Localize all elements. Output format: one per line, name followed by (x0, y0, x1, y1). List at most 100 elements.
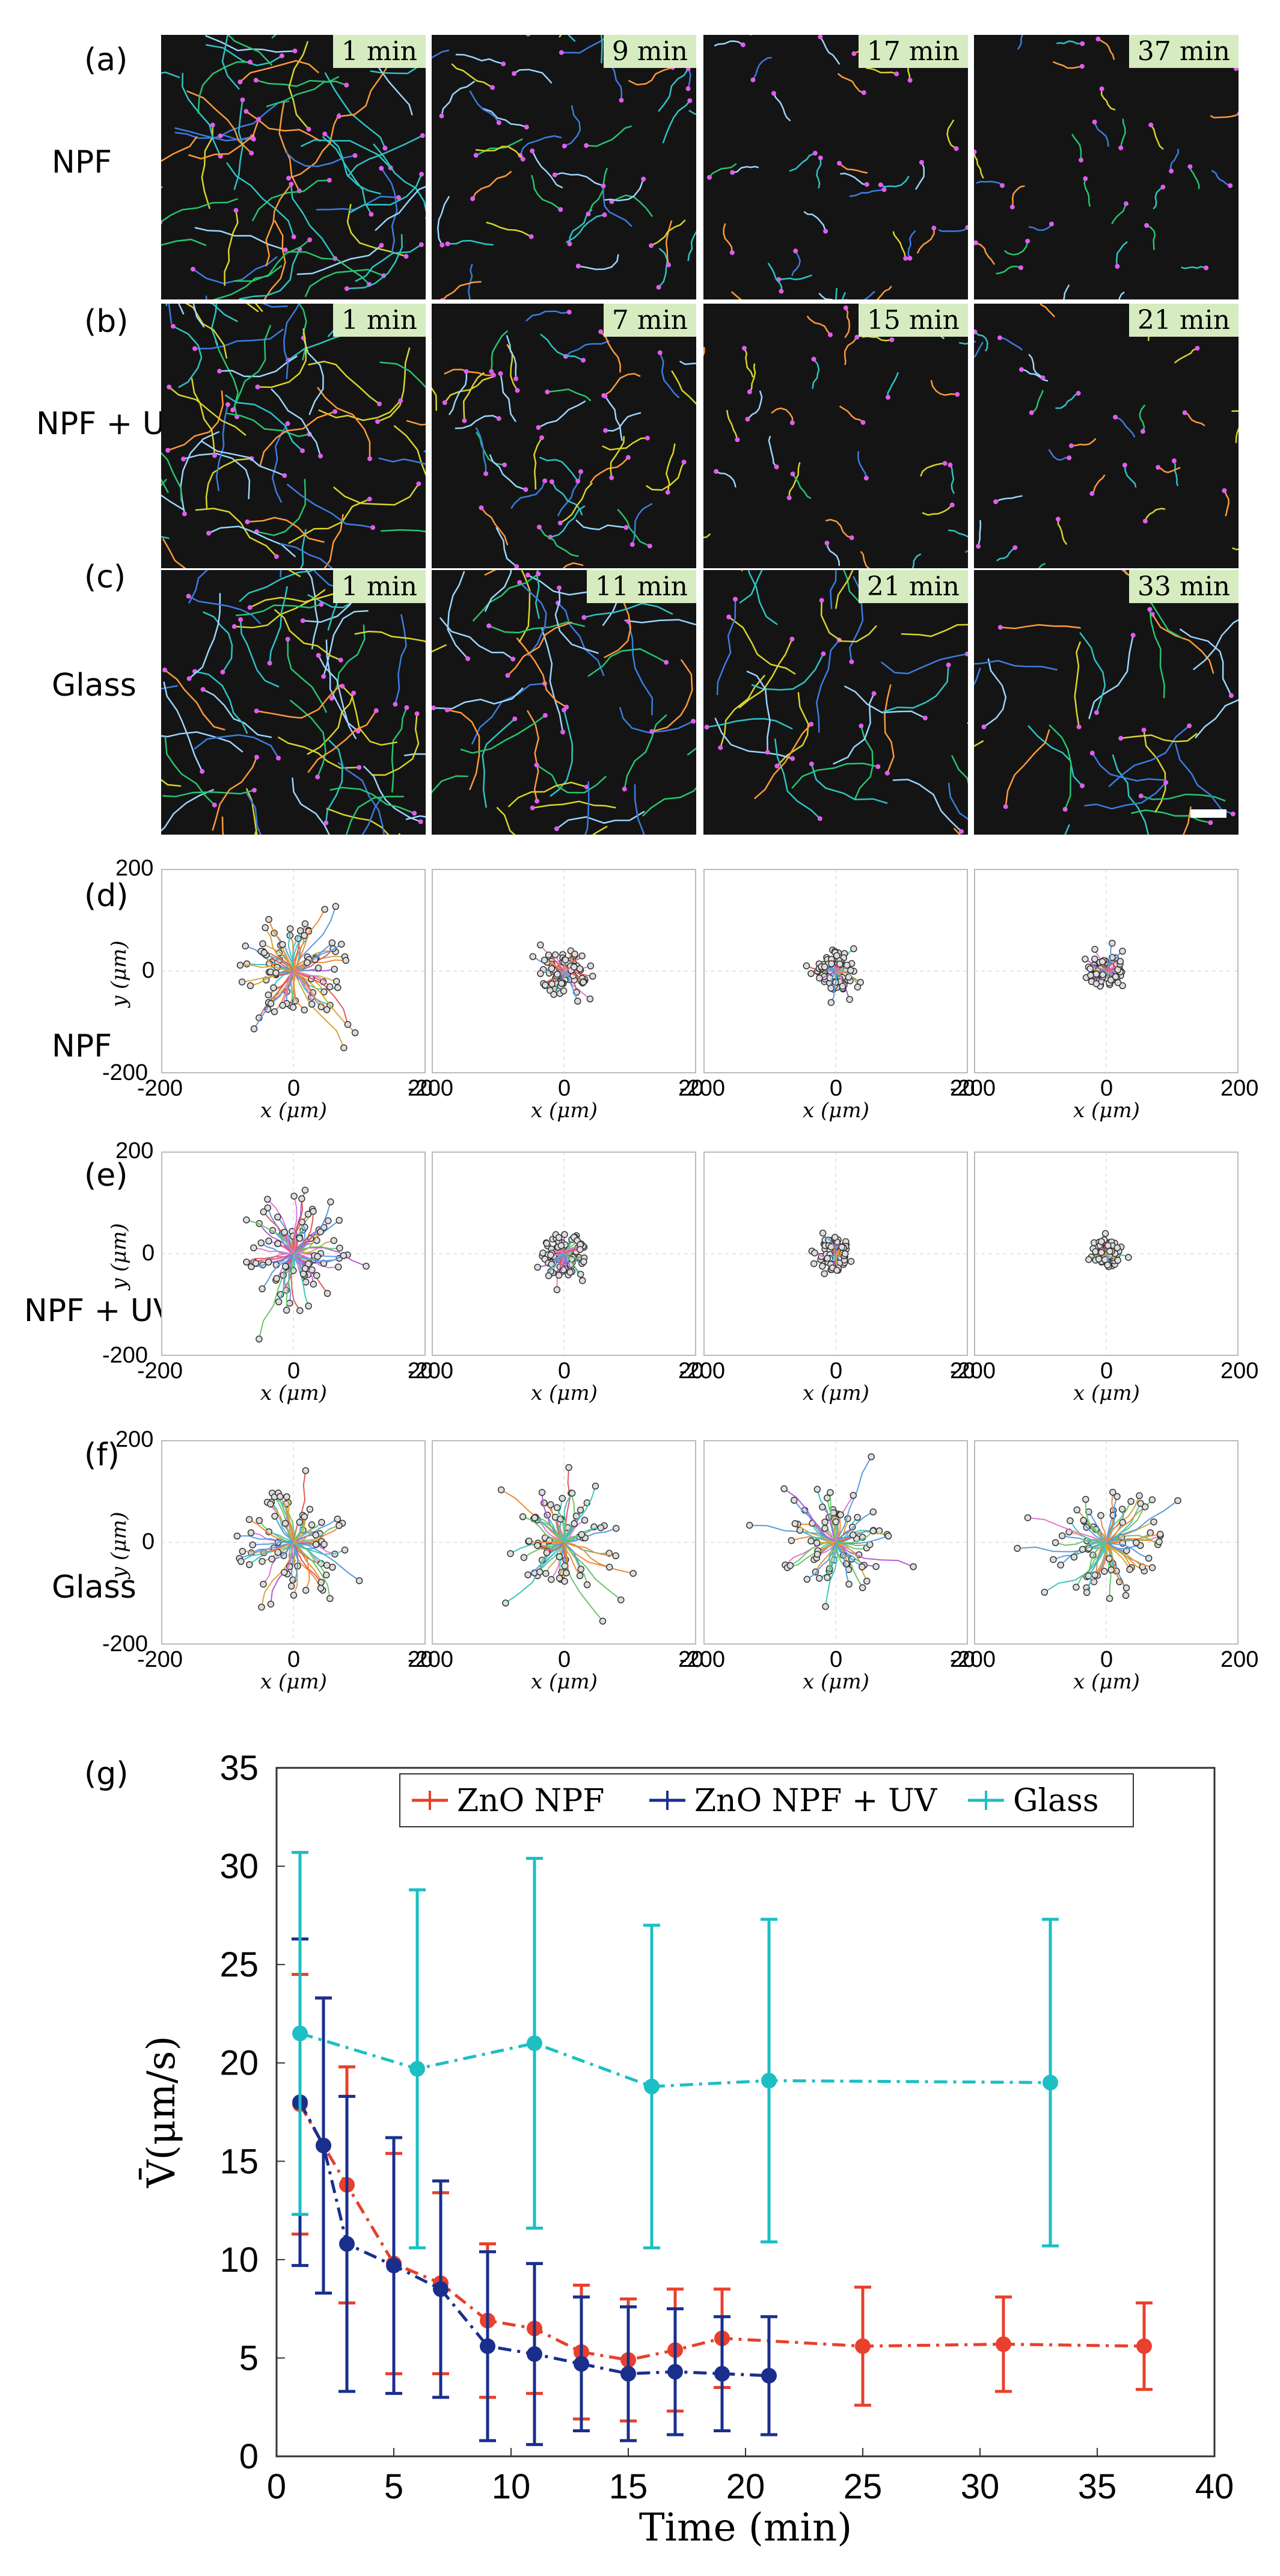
cell-track (1143, 729, 1166, 813)
trajectory-line (1106, 1539, 1160, 1543)
cell-head (186, 593, 191, 599)
cell-track (587, 648, 667, 677)
cell-track (455, 54, 504, 65)
trajectory-end (335, 1216, 343, 1224)
cell-track (536, 764, 607, 794)
cell-track (743, 348, 754, 378)
cell-track (506, 335, 517, 379)
scale-bar (1190, 809, 1226, 818)
trajectory-line (271, 1492, 294, 1543)
cell-head (1025, 239, 1030, 244)
cell-track (361, 797, 383, 835)
cell-track (1118, 291, 1125, 299)
trajectory-end (1106, 1555, 1113, 1562)
y-tick-label: -200 (102, 1631, 149, 1657)
cell-track (857, 451, 868, 479)
cell-head (218, 153, 223, 159)
trajectory-line (835, 1542, 914, 1568)
cell-track (226, 162, 295, 238)
cell-track (603, 179, 645, 201)
micro-panel-b-4: 21 min (974, 304, 1239, 568)
cell-head (554, 826, 559, 832)
trajectory-end (1080, 1516, 1087, 1524)
cell-head (681, 459, 687, 465)
cell-head (539, 435, 545, 440)
micro-panel-b-1: 1 min (161, 304, 426, 568)
cell-head (530, 148, 535, 153)
trajectory-line (556, 1507, 566, 1543)
cell-track (1003, 241, 1029, 256)
cell-track (603, 373, 641, 396)
cell-head (809, 722, 814, 727)
cell-track (469, 90, 500, 123)
trajectory-end (1050, 1556, 1057, 1563)
cell-track (489, 454, 526, 491)
cell-track (623, 714, 667, 790)
trajectory-end (788, 1537, 795, 1544)
trajectory-line (290, 1542, 299, 1587)
cell-track (441, 81, 476, 117)
cell-track (600, 35, 603, 64)
cell-track (791, 762, 878, 789)
data-point (409, 2061, 425, 2077)
cell-track (996, 547, 1016, 562)
cell-head (396, 195, 401, 200)
trajectory-end (1087, 972, 1094, 979)
trajectory-end (1092, 1248, 1099, 1256)
panel-f-label: (f) (84, 1437, 120, 1473)
cell-track (194, 734, 280, 759)
cell-track (1173, 461, 1179, 486)
cell-track (728, 616, 796, 675)
cell-head (243, 109, 249, 114)
cell-track (257, 328, 307, 388)
trajectory-line (818, 1542, 836, 1554)
cell-track (486, 221, 532, 238)
cell-track (224, 394, 303, 452)
trajectory-end (281, 1228, 288, 1236)
cell-track (448, 371, 468, 416)
trajectory-end (1107, 1566, 1115, 1574)
trajectory-end (1082, 955, 1089, 963)
cell-track (907, 230, 916, 259)
trajectory-end (296, 927, 304, 934)
trajectory-line (293, 1253, 318, 1261)
cell-track (587, 167, 608, 215)
trajectory-end (577, 1271, 584, 1278)
trajectory-line (749, 1524, 836, 1543)
trajectory-end (312, 1532, 320, 1539)
trajectory-end (838, 1244, 846, 1251)
data-point (1043, 2075, 1058, 2091)
trajectory-end (1098, 1237, 1105, 1245)
trajectory-end (1125, 1254, 1132, 1261)
trajectory-end (551, 951, 559, 958)
cell-track (307, 710, 377, 773)
trajectory-end (320, 988, 328, 996)
cell-track (880, 176, 910, 188)
trajectory-end (321, 906, 328, 913)
cell-head (1080, 783, 1085, 788)
cell-head (498, 371, 503, 376)
trajectory-end (543, 1239, 551, 1247)
time-tag: 33 min (1128, 570, 1239, 603)
cell-track (161, 731, 243, 753)
cell-track (472, 573, 539, 622)
trajectory-line (265, 927, 294, 972)
cell-track (862, 336, 892, 342)
cell-track (843, 570, 862, 604)
trajectory-end (850, 1492, 857, 1499)
cell-head (1113, 414, 1118, 420)
cell-track (540, 333, 584, 361)
cell-head (534, 799, 540, 804)
cell-head (404, 705, 409, 710)
cell-head (878, 182, 883, 188)
cell-head (351, 690, 357, 696)
cell-track (882, 664, 949, 713)
cell-head (557, 520, 563, 526)
trajectory-end (577, 1506, 584, 1513)
cell-head (1169, 168, 1174, 174)
cell-head (793, 248, 798, 254)
trajectory-end (267, 968, 274, 975)
cell-track (946, 119, 957, 150)
time-tag: 9 min (603, 35, 696, 68)
cell-head (206, 530, 212, 536)
